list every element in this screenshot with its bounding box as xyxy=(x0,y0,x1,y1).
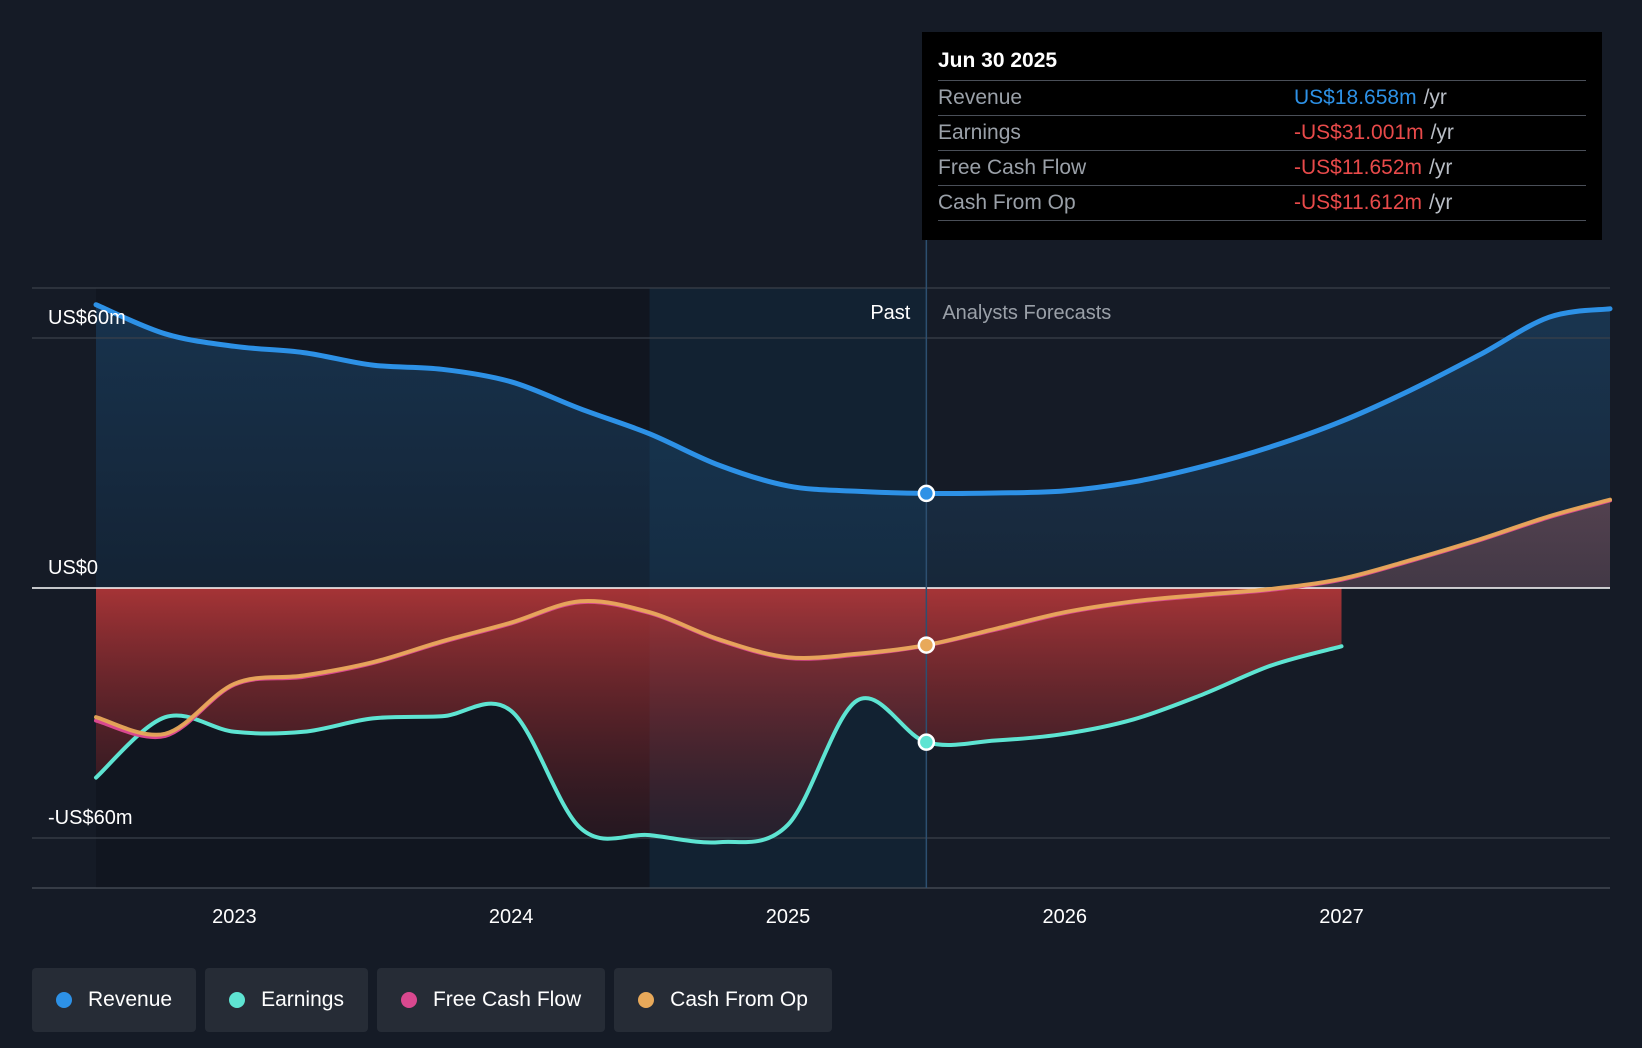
tooltip-label: Cash From Op xyxy=(938,191,1076,214)
revenue-marker xyxy=(917,484,936,503)
y-tick-label: US$0 xyxy=(48,557,98,579)
earnings-line xyxy=(94,644,1344,845)
legend-item-revenue[interactable]: Revenue xyxy=(32,968,197,1032)
cash-from-op-area xyxy=(96,499,1610,588)
x-tick-label: 2027 xyxy=(1319,906,1364,928)
x-tick-label: 2025 xyxy=(766,906,811,928)
tooltip-row-cash-from-op: Cash From Op -US$11.612m /yr xyxy=(938,186,1586,221)
tooltip-row-earnings: Earnings -US$31.001m /yr xyxy=(938,116,1586,151)
tooltip-unit: /yr xyxy=(1429,156,1453,179)
legend: Revenue Earnings Free Cash Flow Cash Fro… xyxy=(32,968,832,1032)
legend-dot-icon xyxy=(229,992,246,1008)
revenue-line xyxy=(93,302,1613,497)
legend-label: Revenue xyxy=(88,988,173,1011)
legend-dot-icon xyxy=(400,992,417,1008)
cash-from-op-marker xyxy=(917,636,936,654)
marker-layer xyxy=(917,484,936,751)
tooltip-value: -US$11.652m xyxy=(1294,156,1423,179)
tooltip-label: Revenue xyxy=(938,86,1023,109)
label-layer: US$60m US$0 -US$60m 2023 2024 2025 2026 2027 Pas… xyxy=(48,302,1364,928)
x-tick-label: 2024 xyxy=(489,906,534,928)
grid-layer xyxy=(32,240,1610,889)
y-tick-label: -US$60m xyxy=(48,807,132,829)
legend-label: Cash From Op xyxy=(670,988,808,1011)
tooltip-unit: /yr xyxy=(1423,86,1447,109)
tooltip-date: Jun 30 2025 xyxy=(938,46,1586,81)
legend-item-free-cash-flow[interactable]: Free Cash Flow xyxy=(376,968,606,1032)
tooltip-row-free-cash-flow: Free Cash Flow -US$11.652m /yr xyxy=(938,151,1586,186)
cash-from-op-line xyxy=(94,497,1612,737)
tooltip-value: US$18.658m xyxy=(1294,86,1417,109)
earnings-marker xyxy=(917,733,936,751)
line-layer xyxy=(93,302,1613,845)
legend-item-earnings[interactable]: Earnings xyxy=(205,968,368,1032)
tooltip-label: Free Cash Flow xyxy=(938,156,1087,179)
forecast-label: Analysts Forecasts xyxy=(942,302,1111,324)
y-tick-label: US$60m xyxy=(48,307,126,329)
legend-label: Free Cash Flow xyxy=(432,988,582,1011)
tooltip-value: -US$31.001m xyxy=(1294,121,1424,144)
tooltip-label: Earnings xyxy=(938,121,1021,144)
past-label: Past xyxy=(870,302,910,324)
tooltip-panel: Jun 30 2025 Revenue US$18.658m /yr Earni… xyxy=(922,32,1602,240)
x-tick-label: 2026 xyxy=(1042,906,1087,928)
tooltip-unit: /yr xyxy=(1430,121,1454,144)
x-tick-label: 2023 xyxy=(212,906,257,928)
tooltip-value: -US$11.612m xyxy=(1294,191,1423,214)
tooltip-unit: /yr xyxy=(1429,191,1453,214)
legend-label: Earnings xyxy=(261,988,344,1011)
legend-dot-icon xyxy=(638,992,655,1008)
legend-item-cash-from-op[interactable]: Cash From Op xyxy=(614,968,832,1032)
tooltip-row-revenue: Revenue US$18.658m /yr xyxy=(938,81,1586,116)
legend-dot-icon xyxy=(56,992,72,1008)
